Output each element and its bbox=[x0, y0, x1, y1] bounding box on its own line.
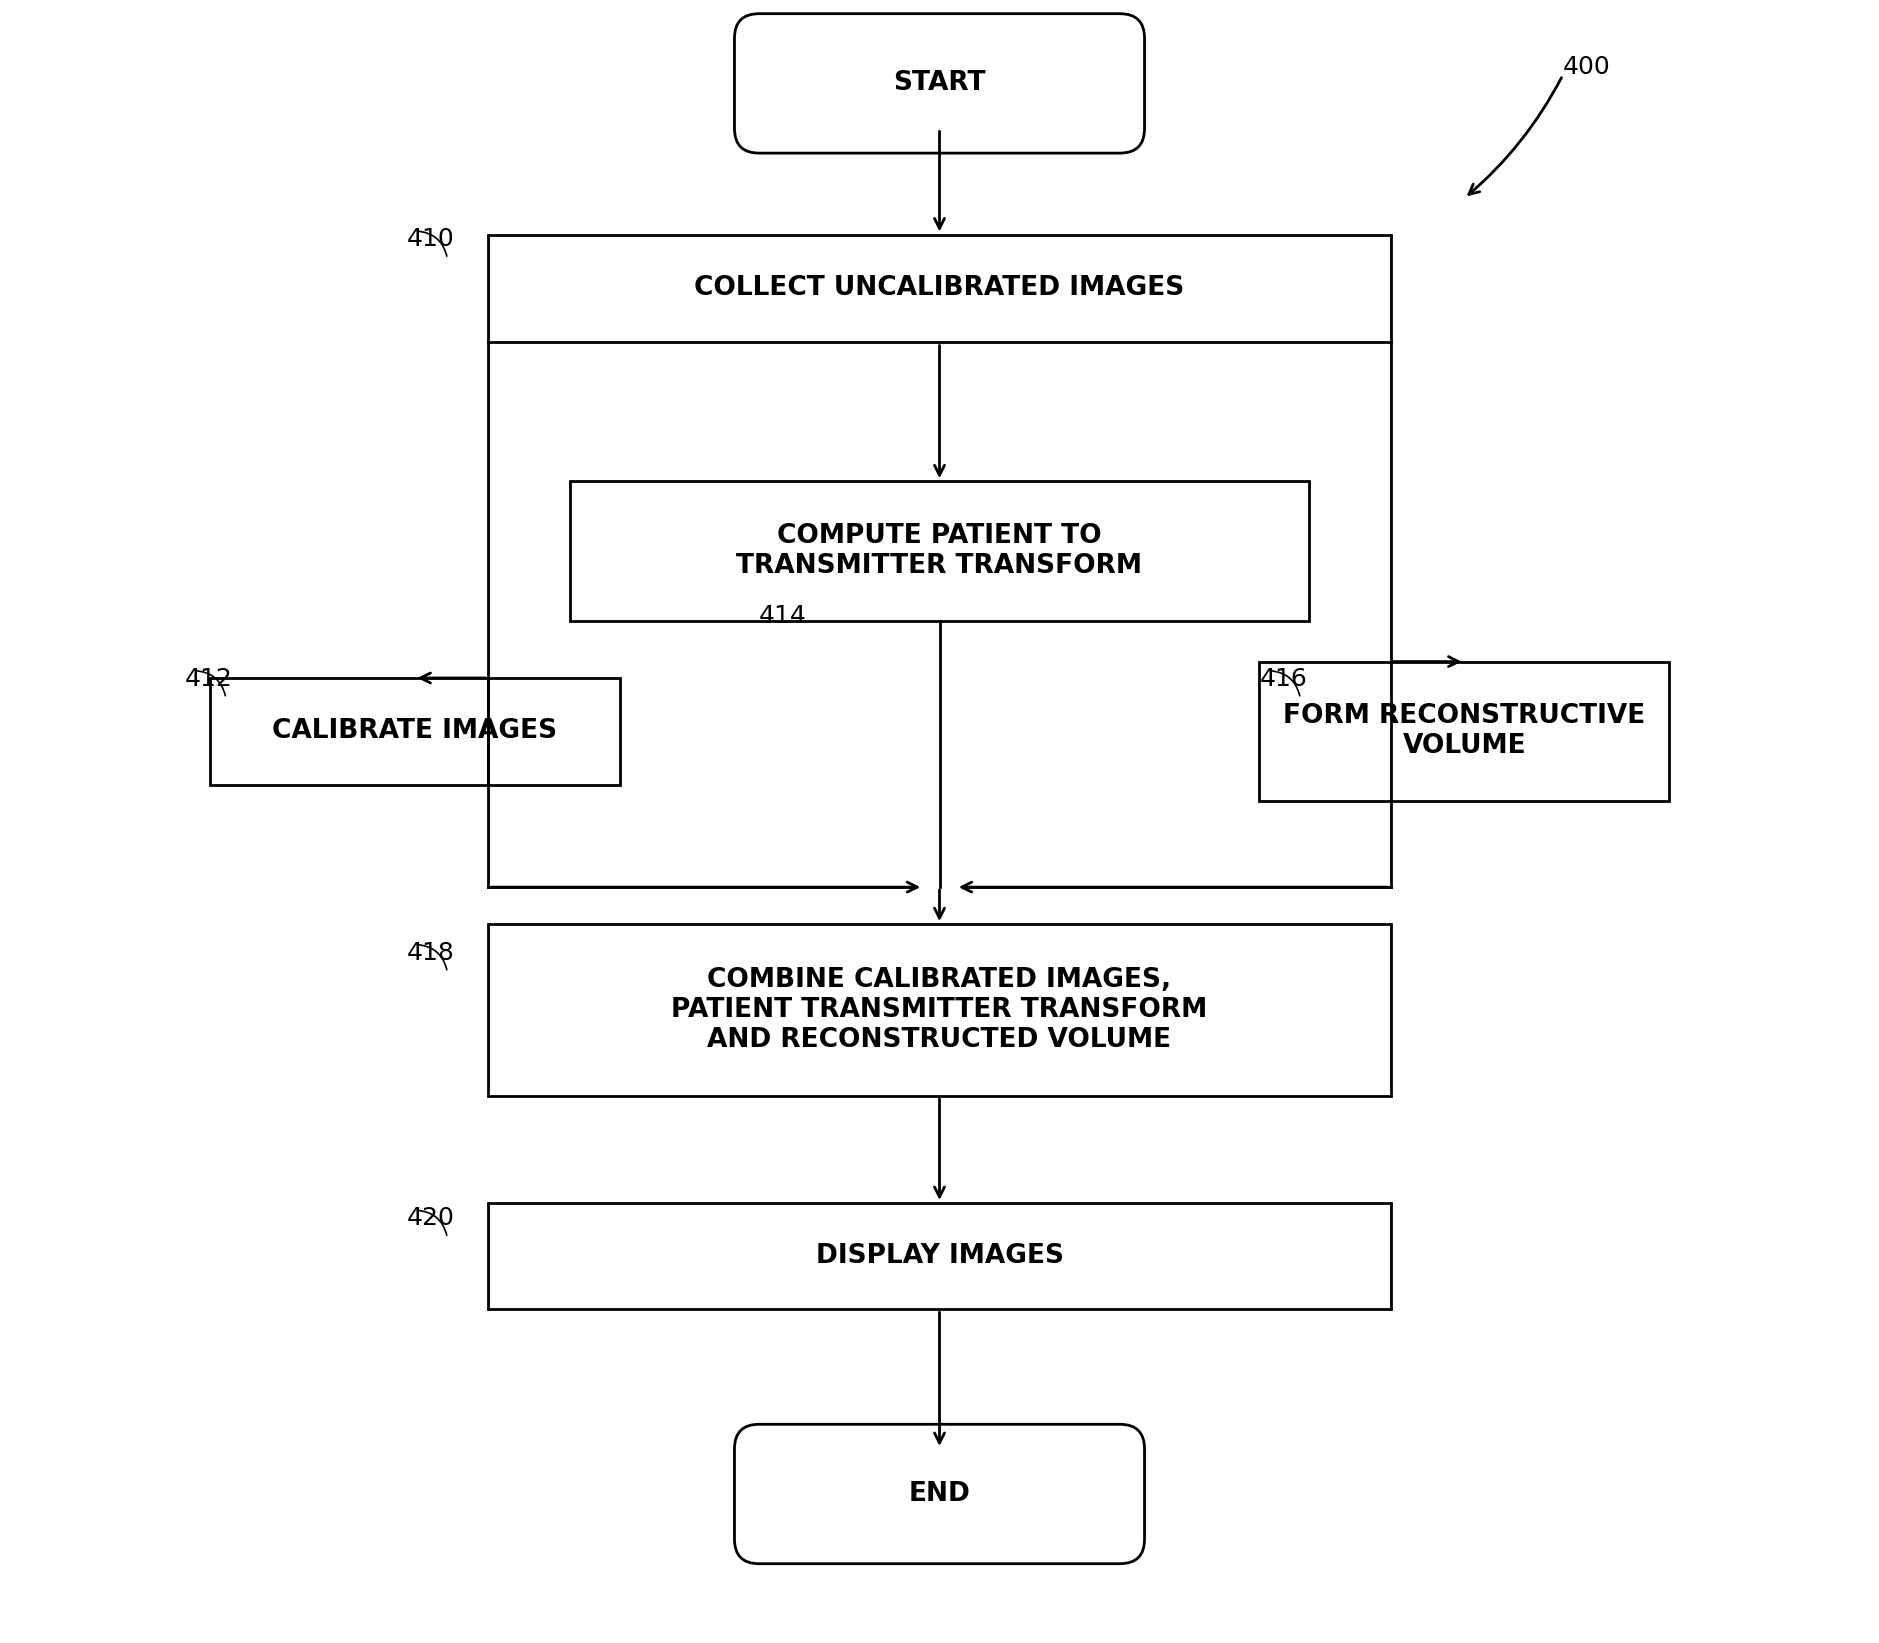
Text: FORM RECONSTRUCTIVE
VOLUME: FORM RECONSTRUCTIVE VOLUME bbox=[1283, 703, 1646, 759]
Bar bbox=[210, 679, 620, 785]
Bar bbox=[489, 235, 1390, 342]
Text: COMBINE CALIBRATED IMAGES,
PATIENT TRANSMITTER TRANSFORM
AND RECONSTRUCTED VOLUM: COMBINE CALIBRATED IMAGES, PATIENT TRANS… bbox=[671, 968, 1208, 1053]
Text: 410: 410 bbox=[406, 227, 455, 251]
Bar bbox=[489, 1203, 1390, 1309]
Bar bbox=[1259, 662, 1669, 802]
Text: DISPLAY IMAGES: DISPLAY IMAGES bbox=[815, 1244, 1064, 1268]
Text: 420: 420 bbox=[406, 1206, 455, 1231]
Bar bbox=[571, 481, 1308, 621]
Text: END: END bbox=[909, 1480, 970, 1507]
Text: 418: 418 bbox=[406, 941, 455, 964]
Text: 414: 414 bbox=[759, 605, 806, 629]
Bar bbox=[489, 923, 1390, 1096]
Text: START: START bbox=[893, 71, 986, 97]
Text: COLLECT UNCALIBRATED IMAGES: COLLECT UNCALIBRATED IMAGES bbox=[695, 276, 1184, 301]
Text: COMPUTE PATIENT TO
TRANSMITTER TRANSFORM: COMPUTE PATIENT TO TRANSMITTER TRANSFORM bbox=[737, 522, 1142, 578]
Text: 416: 416 bbox=[1259, 667, 1308, 690]
Text: CALIBRATE IMAGES: CALIBRATE IMAGES bbox=[272, 718, 558, 744]
FancyBboxPatch shape bbox=[735, 1424, 1144, 1564]
Text: 400: 400 bbox=[1563, 54, 1610, 79]
FancyBboxPatch shape bbox=[735, 13, 1144, 153]
Text: 412: 412 bbox=[184, 667, 233, 690]
